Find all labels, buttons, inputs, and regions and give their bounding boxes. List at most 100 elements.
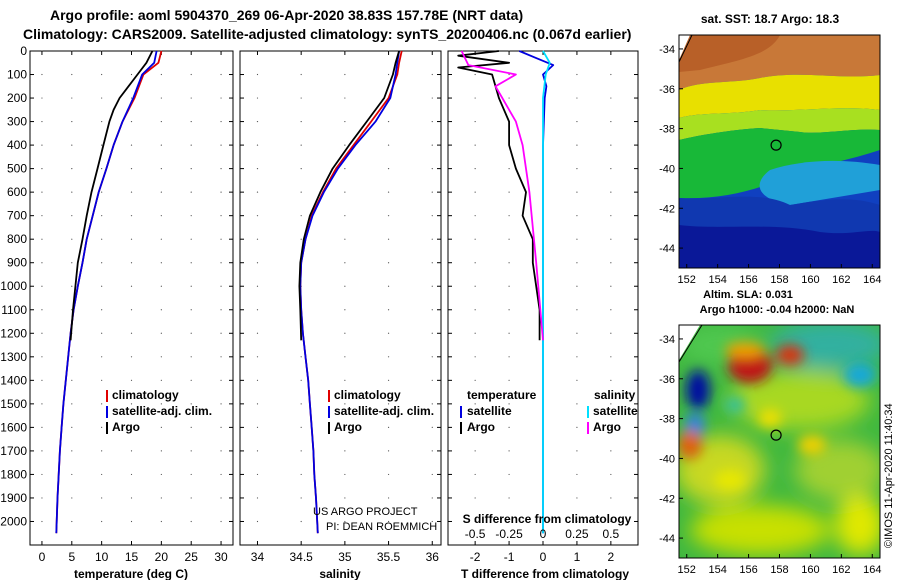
credit-line-1: US ARGO PROJECT [313,506,418,518]
depth-tick-label: 200 [7,91,27,105]
series-line-salinity-satellite [542,50,551,534]
depth-tick-label: 0 [20,44,27,58]
temperature-axis-label: temperature (deg C) [74,567,188,580]
tick-label: 0 [39,550,46,564]
temperature-legend: climatology satellite-adj. clim. Argo [106,388,212,434]
lon-label: 152 [678,564,696,576]
depth-tick-label: 1700 [0,444,27,458]
legend-label: Argo [467,420,495,434]
tick-label: 0.25 [565,527,589,541]
tick-label: 35 [338,550,352,564]
sst-map [679,35,880,268]
lon-label: 158 [770,274,788,286]
salinity-legend: climatology satellite-adj. clim. Argo [328,388,434,434]
legend-label: satellite [593,404,638,418]
legend-label: Argo [112,420,140,434]
series-line-argo [298,50,400,341]
copyright-stamp: ©IMOS 11-Apr-2020 11:40:34 [883,403,895,548]
depth-tick-label: 1500 [0,397,27,411]
legend-label: satellite-adj. clim. [112,404,212,418]
s-diff-axis-label: S difference from climatology [463,512,632,526]
sst-map-lon-ticks: 152 154 156 158 160 162 164 [678,274,882,286]
legend-label: climatology [112,388,179,402]
series-line-satellite-adj-clim- [55,50,158,534]
series-line-temperature-argo [457,50,541,341]
depth-tick-label: 100 [7,68,27,82]
tick-label: 0 [540,527,547,541]
depth-tick-label: 700 [7,209,27,223]
depth-tick-label: 500 [7,162,27,176]
sla-map-title: Altim. SLA: 0.031 [703,289,793,301]
sla-map-lon-ticks: 152 154 156 158 160 162 164 [678,564,882,576]
sst-map-title: sat. SST: 18.7 Argo: 18.3 [701,12,840,26]
legend-heading-temperature: temperature [467,388,537,402]
lon-label: 154 [708,564,726,576]
lat-label: -36 [659,84,675,96]
sla-map-subtitle: Argo h1000: -0.04 h2000: NaN [700,304,855,316]
depth-tick-label: 400 [7,138,27,152]
tick-label: 34.5 [289,550,313,564]
tick-label: 15 [125,550,139,564]
argo-float-marker [770,429,782,441]
temperature-panel [29,50,234,546]
tick-label: -1 [504,550,515,564]
depth-tick-label: 800 [7,232,27,246]
tick-label: 35.5 [377,550,401,564]
legend-label: Argo [334,420,362,434]
depth-tick-label: 2000 [0,514,27,528]
depth-tick-label: 900 [7,256,27,270]
lon-label: 152 [678,274,696,286]
credit-line-2: PI: DEAN ROEMMICH [326,521,437,533]
tick-label: 2 [608,550,615,564]
depth-tick-labels: 0 100 200 300 400 500 600 700 800 900 1000 1100 1200… [0,44,27,528]
depth-tick-label: 1800 [0,467,27,481]
sst-map-lat-ticks: -34 -36 -38 -40 -42 -44 [659,44,675,255]
lat-label: -44 [659,243,675,255]
lat-label: -42 [659,493,675,505]
lat-label: -40 [659,163,675,175]
argo-float-marker [770,139,782,151]
s-diff-x-ticks: -0.5 -0.25 0 0.25 0.5 [465,527,620,541]
tick-label: -0.25 [495,527,523,541]
tick-label: 0 [540,550,547,564]
lon-label: 156 [739,274,757,286]
lon-label: 162 [832,564,850,576]
sla-map [679,325,880,558]
tick-label: 36 [426,550,440,564]
lon-label: 164 [863,564,881,576]
series-line-salinity-argo [460,50,544,341]
legend-label: climatology [334,388,401,402]
depth-tick-label: 1400 [0,373,27,387]
profile-series [55,50,555,534]
tick-label: -2 [470,550,481,564]
tick-label: 30 [214,550,228,564]
lon-label: 160 [801,564,819,576]
header-line-2: Climatology: CARS2009. Satellite-adjuste… [23,26,631,42]
sla-map-lat-ticks: -34 -36 -38 -40 -42 -44 [659,334,675,545]
tick-label: 10 [95,550,109,564]
difference-legend: temperature satellite Argo salinity sate… [460,388,638,434]
depth-tick-label: 1100 [1,303,27,317]
temperature-x-ticks: 0 5 10 15 20 25 30 [39,550,228,564]
lon-label: 158 [770,564,788,576]
tick-label: 5 [68,550,75,564]
series-line-argo [69,50,154,341]
lat-label: -38 [659,414,675,426]
grid-layer [30,50,638,545]
header-line-1: Argo profile: aoml 5904370_269 06-Apr-20… [50,7,523,23]
lon-label: 154 [708,274,726,286]
tick-label: 34 [251,550,265,564]
lon-label: 160 [801,274,819,286]
depth-tick-label: 1000 [0,279,27,293]
salinity-panel [239,50,442,546]
lat-label: -34 [659,334,675,346]
salinity-axis-label: salinity [319,567,361,580]
tick-label: 20 [155,550,169,564]
depth-tick-label: 300 [7,115,27,129]
lon-label: 164 [863,274,881,286]
legend-label: satellite [467,404,512,418]
lat-label: -40 [659,453,675,465]
lat-label: -36 [659,374,675,386]
lat-label: -38 [659,124,675,136]
lat-label: -42 [659,203,675,215]
